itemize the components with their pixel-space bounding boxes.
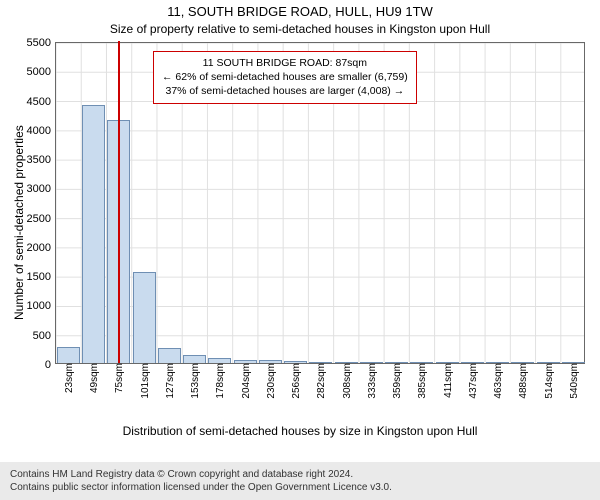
footer: Contains HM Land Registry data © Crown c… xyxy=(0,462,600,500)
y-tick-label: 0 xyxy=(45,359,56,371)
x-tick-label: 411sqm xyxy=(439,363,454,398)
x-tick-label: 437sqm xyxy=(464,363,479,399)
x-tick-label: 463sqm xyxy=(489,363,504,399)
y-tick-label: 1500 xyxy=(27,271,56,283)
y-tick-label: 2000 xyxy=(27,242,56,254)
x-tick-label: 282sqm xyxy=(312,363,327,399)
infobox-line2: ← 62% of semi-detached houses are smalle… xyxy=(162,70,408,84)
info-box: 11 SOUTH BRIDGE ROAD: 87sqm ← 62% of sem… xyxy=(153,51,417,104)
x-tick-label: 204sqm xyxy=(237,363,252,399)
y-tick-label: 500 xyxy=(33,330,56,342)
footer-line2: Contains public sector information licen… xyxy=(10,481,590,494)
y-tick-label: 4500 xyxy=(27,96,56,108)
x-tick-label: 308sqm xyxy=(338,363,353,399)
x-tick-label: 101sqm xyxy=(136,363,151,399)
bar xyxy=(133,272,156,363)
infobox-line1: 11 SOUTH BRIDGE ROAD: 87sqm xyxy=(162,56,408,70)
x-tick-label: 385sqm xyxy=(413,363,428,399)
y-tick-label: 3500 xyxy=(27,154,56,166)
bar xyxy=(57,347,80,363)
y-tick-label: 5000 xyxy=(27,66,56,78)
y-tick-label: 3000 xyxy=(27,183,56,195)
x-tick-label: 178sqm xyxy=(211,363,226,399)
y-tick-label: 4000 xyxy=(27,125,56,137)
x-tick-label: 230sqm xyxy=(262,363,277,399)
x-tick-label: 127sqm xyxy=(161,363,176,399)
x-tick-label: 514sqm xyxy=(540,363,555,399)
x-tick-label: 256sqm xyxy=(287,363,302,399)
y-tick-label: 1000 xyxy=(27,300,56,312)
chart-subtitle: Size of property relative to semi-detach… xyxy=(0,22,600,36)
x-tick-label: 23sqm xyxy=(60,363,75,393)
x-axis-label: Distribution of semi-detached houses by … xyxy=(0,424,600,438)
footer-line1: Contains HM Land Registry data © Crown c… xyxy=(10,468,590,481)
bar xyxy=(82,105,105,363)
x-tick-label: 75sqm xyxy=(110,363,125,393)
x-tick-label: 49sqm xyxy=(85,363,100,393)
bar xyxy=(183,355,206,363)
x-tick-label: 153sqm xyxy=(186,363,201,399)
chart-title: 11, SOUTH BRIDGE ROAD, HULL, HU9 1TW xyxy=(0,4,600,19)
x-tick-label: 488sqm xyxy=(514,363,529,399)
chart-frame: 11, SOUTH BRIDGE ROAD, HULL, HU9 1TW Siz… xyxy=(0,0,600,500)
y-tick-label: 2500 xyxy=(27,213,56,225)
y-tick-label: 5500 xyxy=(27,37,56,49)
infobox-line3: 37% of semi-detached houses are larger (… xyxy=(162,84,408,98)
plot-area: 0500100015002000250030003500400045005000… xyxy=(55,42,585,364)
x-tick-label: 333sqm xyxy=(363,363,378,399)
x-tick-label: 540sqm xyxy=(565,363,580,399)
y-axis-label: Number of semi-detached properties xyxy=(12,125,26,320)
marker-line xyxy=(118,41,120,363)
x-tick-label: 359sqm xyxy=(388,363,403,399)
bar xyxy=(158,348,181,363)
